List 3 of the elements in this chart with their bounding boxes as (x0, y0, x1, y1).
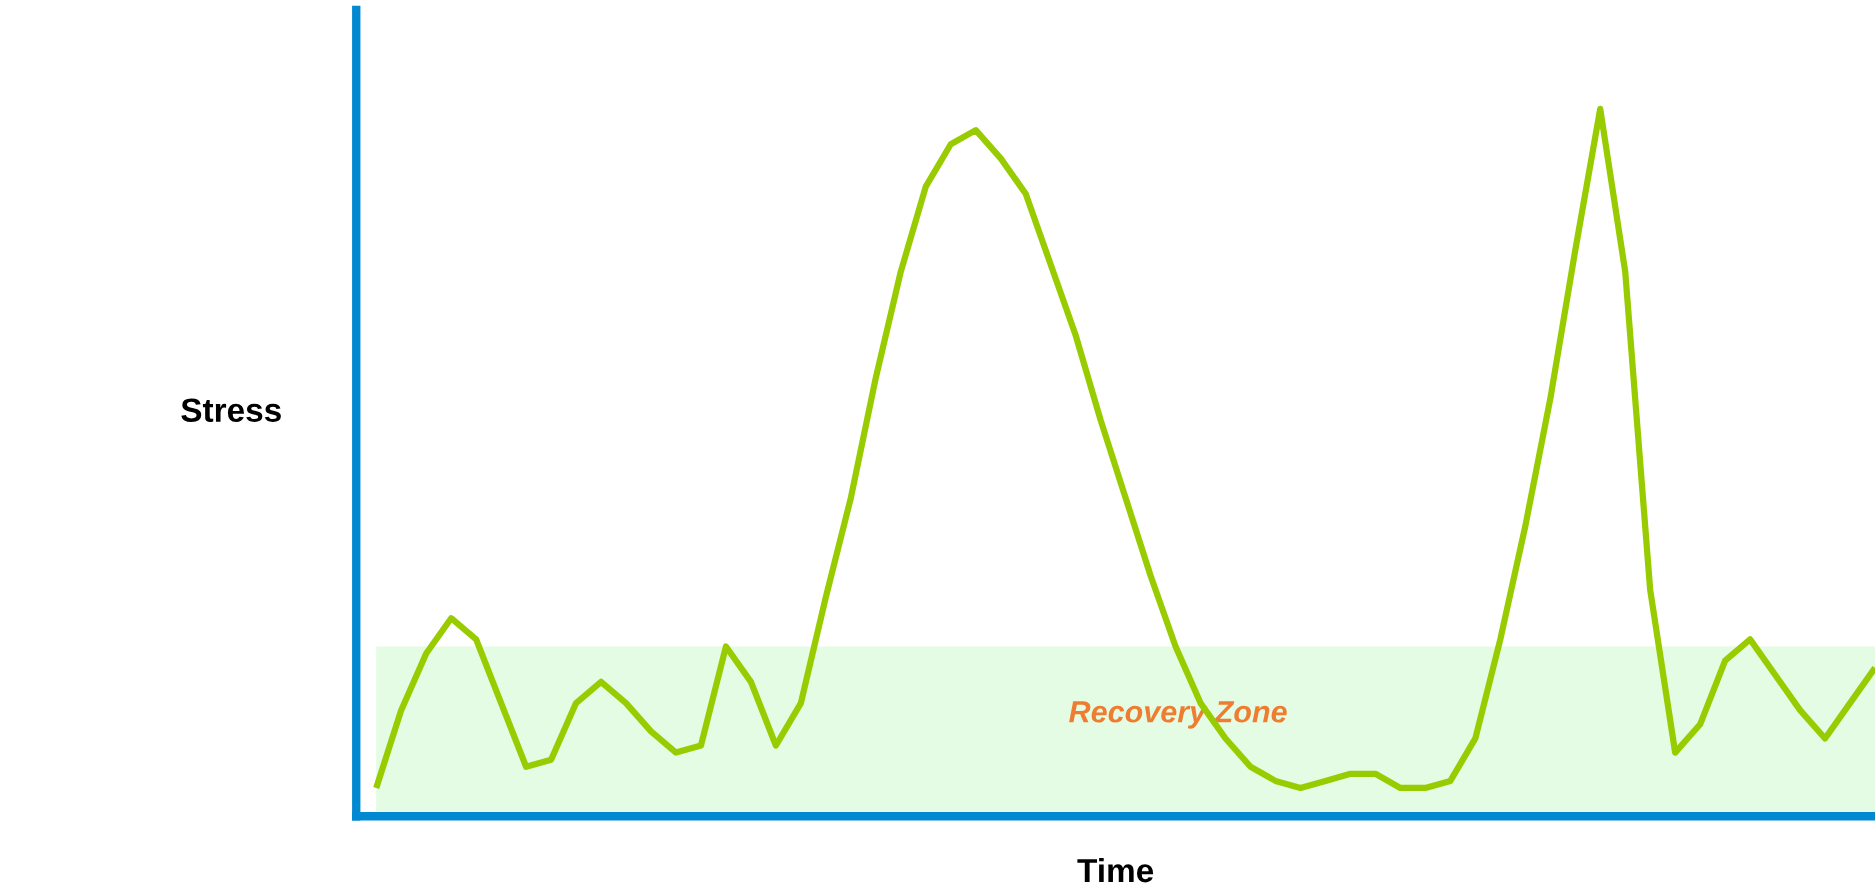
x-axis-title: Time (1077, 857, 1154, 883)
y-axis-title: Stress (181, 398, 281, 422)
band-label: Recovery Zone (1069, 701, 1287, 729)
